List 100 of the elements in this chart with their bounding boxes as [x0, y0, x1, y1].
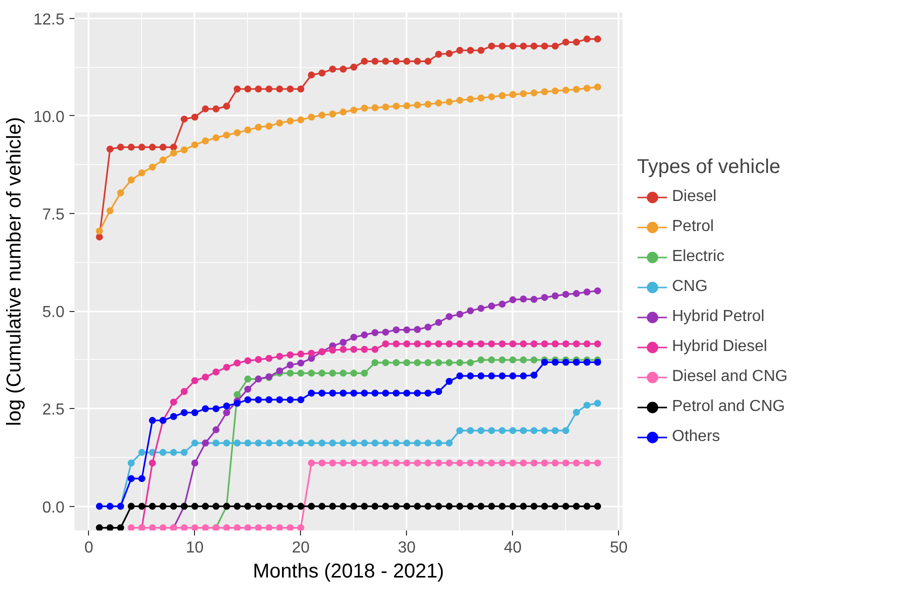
point — [520, 340, 527, 348]
point — [340, 370, 347, 377]
point — [318, 502, 326, 510]
point — [286, 396, 294, 404]
point — [424, 100, 432, 108]
point — [424, 359, 432, 366]
point — [572, 38, 580, 46]
legend-label: Electric — [672, 247, 724, 267]
point — [552, 42, 559, 50]
point — [148, 144, 156, 151]
point — [350, 106, 358, 114]
point — [128, 502, 135, 510]
point — [435, 340, 442, 348]
point — [562, 502, 570, 510]
point — [350, 334, 358, 341]
point — [244, 126, 252, 134]
point — [276, 502, 284, 510]
point — [297, 116, 304, 124]
point — [286, 502, 294, 510]
point — [583, 36, 590, 43]
legend-label: Hybrid Petrol — [672, 307, 764, 327]
point — [530, 356, 538, 364]
point — [583, 502, 590, 510]
point — [520, 42, 527, 50]
point — [266, 524, 273, 530]
point — [466, 307, 474, 314]
point — [414, 326, 421, 333]
point — [466, 359, 474, 366]
point — [392, 326, 400, 334]
point — [297, 350, 304, 358]
x-tick-label: 20 — [292, 540, 310, 556]
point — [403, 390, 410, 397]
point — [180, 116, 188, 123]
point — [308, 71, 315, 78]
point — [435, 388, 442, 396]
point — [244, 524, 252, 530]
point — [191, 377, 198, 384]
point — [392, 58, 400, 65]
point — [572, 408, 580, 416]
point — [477, 356, 484, 364]
point — [223, 364, 230, 371]
point — [562, 38, 570, 46]
point — [541, 88, 548, 96]
point — [446, 359, 453, 366]
point — [340, 338, 347, 346]
point — [117, 524, 124, 530]
point — [276, 440, 284, 447]
point — [350, 346, 358, 353]
point — [583, 459, 590, 466]
point — [212, 405, 220, 412]
point — [424, 459, 432, 466]
point — [191, 409, 198, 416]
point — [276, 352, 284, 360]
point — [498, 502, 506, 510]
point — [244, 396, 252, 404]
point — [435, 318, 442, 326]
point — [446, 50, 453, 57]
point — [138, 502, 146, 510]
point — [234, 86, 241, 93]
point — [286, 86, 294, 93]
point — [372, 346, 378, 353]
point — [234, 391, 241, 398]
point — [572, 86, 580, 93]
point — [297, 524, 304, 530]
point — [148, 416, 156, 424]
point — [509, 502, 516, 510]
point — [435, 502, 442, 510]
point — [128, 176, 135, 184]
y-tick-label: 10.0 — [33, 108, 65, 126]
point — [244, 357, 252, 364]
point — [329, 110, 336, 118]
point — [297, 396, 304, 404]
point — [403, 502, 410, 510]
point — [594, 400, 602, 407]
point — [318, 459, 326, 466]
point — [477, 94, 484, 102]
point — [456, 372, 464, 380]
point — [234, 400, 241, 407]
point — [562, 358, 570, 366]
point — [466, 427, 474, 434]
point — [340, 108, 347, 116]
point — [456, 46, 464, 54]
point — [392, 390, 400, 397]
point — [403, 440, 410, 447]
point — [148, 524, 156, 530]
point — [552, 340, 559, 348]
point — [583, 84, 590, 92]
point — [446, 313, 453, 320]
point — [477, 340, 484, 348]
point — [435, 459, 442, 466]
legend-label: Hybrid Diesel — [672, 337, 768, 357]
point — [424, 502, 432, 510]
point — [297, 440, 304, 447]
point — [530, 340, 538, 348]
point — [403, 58, 410, 65]
point — [254, 502, 262, 510]
point — [466, 96, 474, 103]
point — [244, 440, 252, 447]
point — [148, 164, 156, 171]
point — [530, 459, 538, 466]
